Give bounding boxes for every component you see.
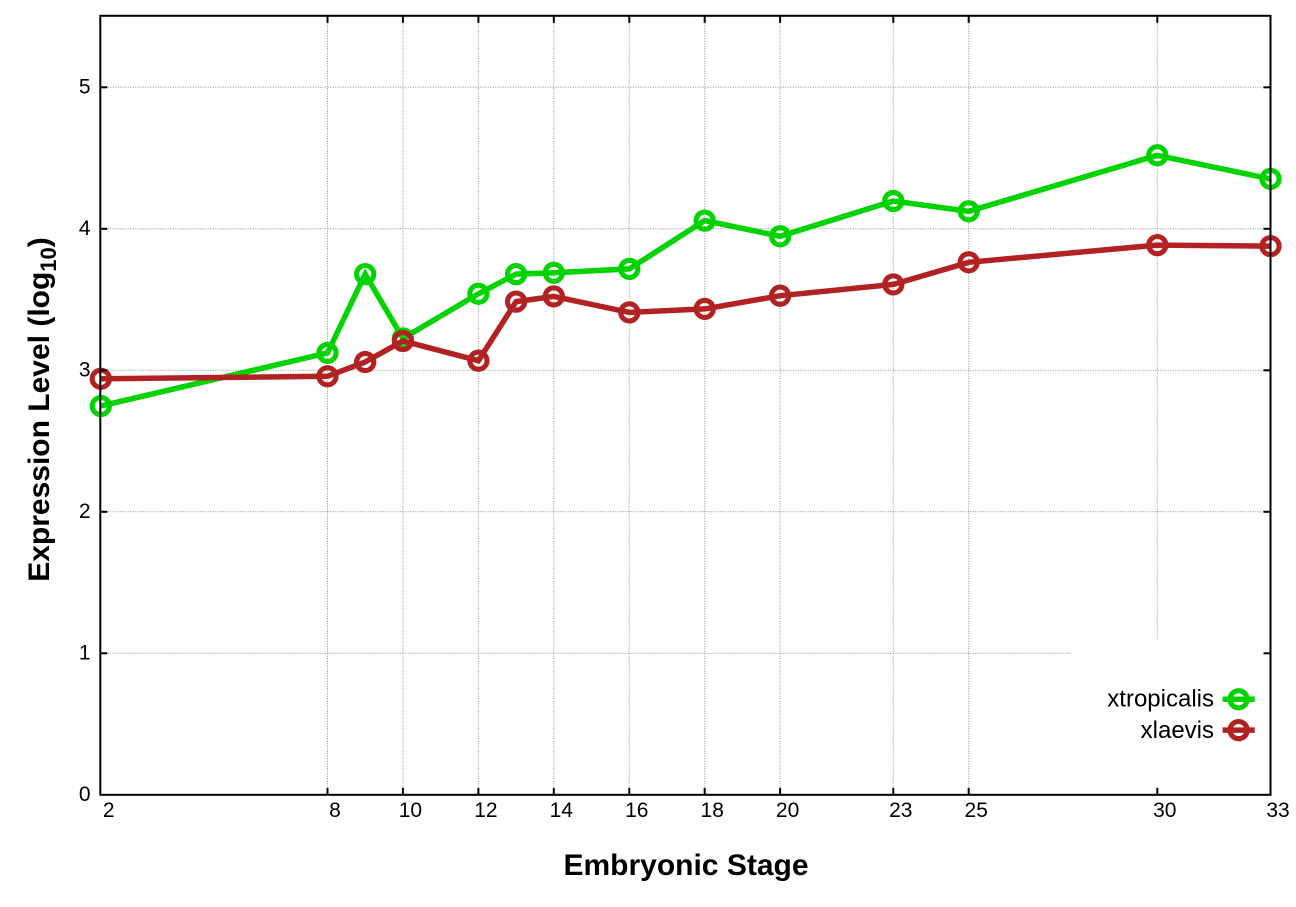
svg-text:33: 33: [1266, 799, 1289, 822]
svg-text:16: 16: [625, 799, 648, 822]
svg-text:12: 12: [474, 799, 497, 822]
svg-text:Expression Level (log10): Expression Level (log10): [23, 237, 61, 582]
svg-text:18: 18: [701, 799, 724, 822]
svg-text:30: 30: [1153, 799, 1176, 822]
svg-text:10: 10: [399, 799, 422, 822]
svg-text:3: 3: [79, 358, 91, 381]
svg-text:4: 4: [79, 217, 91, 240]
svg-text:2: 2: [79, 500, 91, 523]
svg-text:xlaevis: xlaevis: [1141, 717, 1214, 744]
svg-text:25: 25: [965, 799, 988, 822]
svg-text:20: 20: [776, 799, 799, 822]
svg-text:2: 2: [103, 799, 115, 822]
svg-text:0: 0: [79, 783, 91, 806]
svg-text:1: 1: [79, 641, 91, 664]
svg-text:xtropicalis: xtropicalis: [1107, 686, 1214, 713]
svg-text:8: 8: [329, 799, 341, 822]
svg-text:5: 5: [79, 75, 91, 98]
svg-text:14: 14: [550, 799, 574, 822]
svg-text:23: 23: [889, 799, 912, 822]
svg-text:Embryonic Stage: Embryonic Stage: [563, 849, 808, 882]
